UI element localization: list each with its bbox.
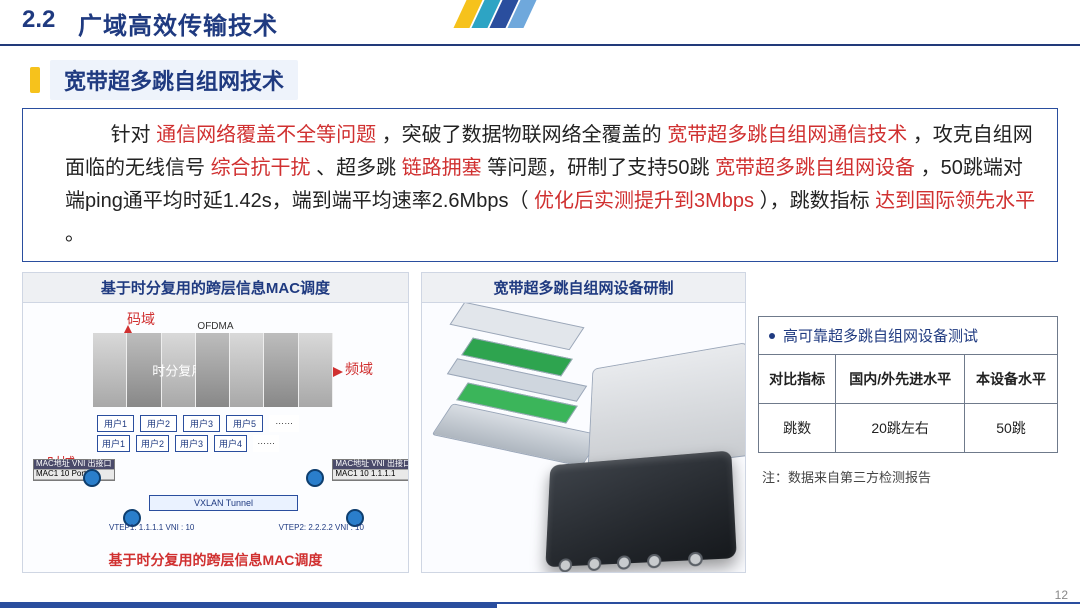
user-chip: 用户3 — [175, 435, 208, 452]
t: 。 — [65, 223, 85, 245]
lower-row: 基于时分复用的跨层信息MAC调度 码域 OFDMA 时分复用 频域 用户1 用户… — [0, 272, 1080, 573]
ellipsis: …… — [253, 435, 279, 452]
device-panel-title: 宽带超多跳自组网设备研制 — [421, 272, 746, 303]
ofdma-label: OFDMA — [197, 321, 233, 332]
device-diagram — [421, 303, 746, 573]
tbl-row: MAC1 10 1.1.1.1 — [333, 470, 409, 480]
mac-panel: 基于时分复用的跨层信息MAC调度 码域 OFDMA 时分复用 频域 用户1 用户… — [22, 272, 409, 573]
user-chip: 用户1 — [97, 415, 134, 432]
user-row-top: 用户1 用户2 用户3 用户5 …… — [97, 415, 299, 432]
t-red: 宽带超多跳自组网通信技术 — [667, 124, 907, 146]
comparison-title-text: 高可靠超多跳自组网设备测试 — [783, 325, 978, 346]
page-number: 12 — [1055, 588, 1068, 602]
t-red: 达到国际领先水平 — [875, 190, 1035, 212]
table-head: 国内/外先进水平 — [836, 355, 965, 404]
mac-table-right: MAC地址 VNI 出接口 MAC1 10 1.1.1.1 — [332, 459, 409, 481]
mac-caption: 基于时分复用的跨层信息MAC调度 — [23, 550, 408, 570]
comparison-title: 高可靠超多跳自组网设备测试 — [758, 316, 1058, 355]
subtitle-row: 宽带超多跳自组网技术 — [30, 60, 1060, 100]
subtitle-accent — [30, 67, 40, 93]
user-chip: 用户2 — [140, 415, 177, 432]
t: 针对 — [111, 124, 151, 146]
device-panel: 宽带超多跳自组网设备研制 — [421, 272, 746, 573]
section-number: 2.2 — [22, 6, 55, 34]
table-head: 本设备水平 — [965, 355, 1058, 404]
t: ），跳数指标 — [760, 190, 870, 212]
device-photo-dark — [545, 450, 736, 567]
user-chip: 用户3 — [183, 415, 220, 432]
user-chip: 用户5 — [226, 415, 263, 432]
section-title: 广域高效传输技术 — [78, 6, 278, 41]
label-freq-domain: 频域 — [345, 359, 373, 379]
mac-table-left: MAC地址 VNI 出接口 MAC1 10 Port1 — [33, 459, 115, 481]
t-red: 综合抗干扰 — [211, 157, 311, 179]
table-cell: 50跳 — [965, 404, 1058, 453]
arrow-right-icon — [333, 367, 343, 377]
table-cell: 20跳左右 — [836, 404, 965, 453]
switch-icon — [83, 469, 101, 487]
para-text: 针对 通信网络覆盖不全等问题 ，突破了数据物联网络全覆盖的 宽带超多跳自组网通信… — [65, 124, 1035, 245]
user-chip: 用户4 — [214, 435, 247, 452]
footer-rule — [0, 602, 1080, 608]
t-red: 优化后实测提升到3Mbps — [534, 190, 754, 212]
bullet-icon — [769, 333, 775, 339]
switch-icon — [306, 469, 324, 487]
vxlan-tunnel: VXLAN Tunnel — [149, 495, 298, 511]
table-row: 对比指标 国内/外先进水平 本设备水平 — [759, 355, 1058, 404]
t: ，突破了数据物联网络全覆盖的 — [382, 124, 662, 146]
vtep1-label: VTEP1: 1.1.1.1 VNI : 10 — [109, 523, 194, 532]
comparison-note: 注：数据来自第三方检测报告 — [758, 467, 1058, 486]
vxlan-net: MAC地址 VNI 出接口 MAC1 10 Port1 MAC地址 VNI 出接… — [63, 465, 384, 543]
table-head: 对比指标 — [759, 355, 836, 404]
header-decor — [460, 0, 620, 30]
mac-diagram: 码域 OFDMA 时分复用 频域 用户1 用户2 用户3 用户5 …… 用户1 … — [22, 303, 409, 573]
t: 等问题，研制了支持50跳 — [487, 157, 709, 179]
t-red: 宽带超多跳自组网设备 — [715, 157, 915, 179]
subtitle-text: 宽带超多跳自组网技术 — [50, 60, 298, 100]
mac-panel-title: 基于时分复用的跨层信息MAC调度 — [22, 272, 409, 303]
ofdma-blocks: 时分复用 — [93, 333, 333, 407]
device-exploded-view — [442, 313, 592, 463]
tbl-row: MAC1 10 Port1 — [34, 470, 114, 480]
comparison-panel: 高可靠超多跳自组网设备测试 对比指标 国内/外先进水平 本设备水平 跳数 20跳… — [758, 272, 1058, 573]
t: 、超多跳 — [316, 157, 396, 179]
user-chip: 用户2 — [136, 435, 169, 452]
paragraph-box: 针对 通信网络覆盖不全等问题 ，突破了数据物联网络全覆盖的 宽带超多跳自组网通信… — [22, 108, 1058, 262]
ellipsis: …… — [269, 415, 299, 432]
user-chip: 用户1 — [97, 435, 130, 452]
t-red: 通信网络覆盖不全等问题 — [156, 124, 376, 146]
user-row-bot: 用户1 用户2 用户3 用户4 …… — [97, 435, 279, 452]
table-cell: 跳数 — [759, 404, 836, 453]
vtep2-label: VTEP2: 2.2.2.2 VNI : 10 — [279, 523, 364, 532]
table-row: 跳数 20跳左右 50跳 — [759, 404, 1058, 453]
comparison-table: 对比指标 国内/外先进水平 本设备水平 跳数 20跳左右 50跳 — [758, 354, 1058, 453]
t-red: 链路拥塞 — [402, 157, 482, 179]
header-bar: 2.2 广域高效传输技术 — [0, 0, 1080, 46]
